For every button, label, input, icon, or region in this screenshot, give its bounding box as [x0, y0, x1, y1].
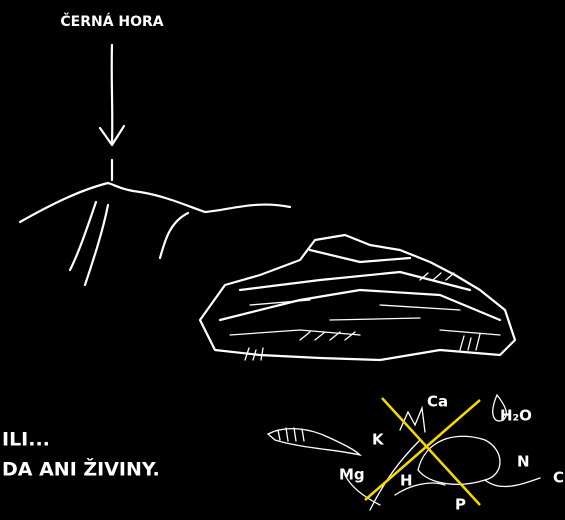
- caption-line: DA ANI ŽIVINY.: [2, 458, 160, 481]
- nutrient-label: P: [455, 496, 466, 514]
- nutrient-label: H₂O: [500, 407, 532, 425]
- nutrient-label: Ca: [427, 393, 448, 411]
- nutrient-label: Mg: [339, 466, 365, 484]
- nutrient-label: N: [517, 453, 530, 471]
- illustration: ČERNÁ HORA ILI... DA ANI ŽIVINY. Ca H₂O …: [0, 0, 565, 520]
- mountain-label: ČERNÁ HORA: [60, 12, 163, 30]
- nutrient-label: C: [553, 469, 564, 487]
- nutrient-label: H: [400, 472, 413, 490]
- caption-line: ILI...: [2, 429, 50, 451]
- nutrient-label: K: [372, 431, 385, 449]
